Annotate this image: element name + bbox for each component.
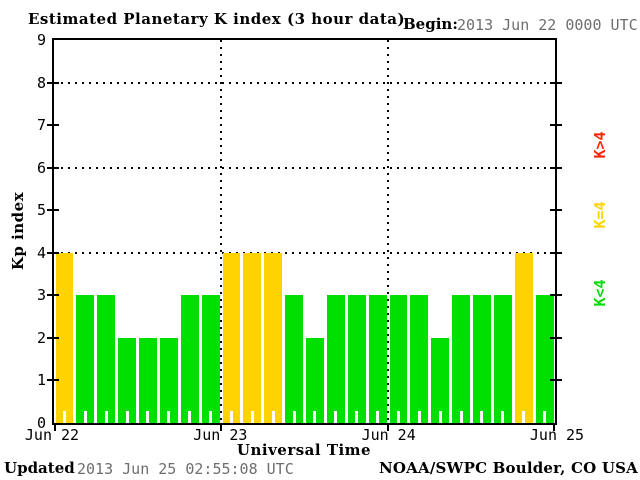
kp-bar-5 [159, 337, 178, 423]
kp-bar-18 [431, 337, 450, 423]
legend-label-k-gt-4: K>4 [591, 131, 609, 159]
y-tick-left-8 [47, 81, 59, 84]
y-tick-left-2 [47, 336, 59, 339]
y-tick-left-5 [47, 209, 59, 212]
bar-tick-notch [292, 411, 296, 423]
bar-tick-notch [522, 411, 526, 423]
y-tick-label-5: 5 [36, 201, 46, 220]
credit-text: NOAA/SWPC Boulder, CO USA [378, 459, 638, 477]
y-tick-right-2 [550, 336, 562, 339]
bar-tick-notch [459, 411, 463, 423]
bar-tick-notch [209, 411, 213, 423]
y-tick-left-7 [47, 124, 59, 127]
y-tick-right-4 [550, 251, 562, 254]
kp-bar-19 [452, 295, 470, 423]
kp-bar-16 [389, 295, 408, 423]
bar-tick-notch [167, 411, 171, 423]
bar-tick-notch [396, 411, 400, 423]
kp-bar-10 [264, 252, 283, 423]
bar-tick-notch [334, 411, 338, 423]
bar-tick-notch [229, 411, 233, 423]
x-tick-label-jun-25: Jun 25 [529, 426, 585, 444]
v-gridline-day-2 [387, 40, 389, 423]
page-title: Estimated Planetary K index (3 hour data… [28, 10, 406, 28]
bar-tick-notch [104, 411, 108, 423]
y-tick-label-7: 7 [36, 116, 46, 135]
updated-value: 2013 Jun 25 02:55:08 UTC [77, 460, 294, 478]
kp-bar-11 [285, 295, 303, 423]
day-tick-0 [54, 425, 56, 431]
kp-bar-22 [514, 252, 533, 423]
day-tick-2 [387, 425, 389, 431]
y-tick-right-5 [550, 209, 562, 212]
y-tick-label-2: 2 [36, 328, 46, 347]
y-tick-label-0: 0 [36, 414, 46, 432]
legend-label-k-lt-4: K<4 [591, 279, 609, 307]
y-tick-right-8 [550, 81, 562, 84]
y-tick-label-4: 4 [36, 243, 46, 262]
kp-bar-3 [118, 337, 136, 423]
kp-bar-17 [410, 295, 429, 423]
bar-tick-notch [125, 411, 129, 423]
day-tick-1 [220, 425, 222, 431]
h-gridline-4 [54, 251, 555, 254]
kp-bar-14 [347, 295, 366, 423]
y-tick-label-9: 9 [36, 31, 46, 49]
begin-value: 2013 Jun 22 0000 UTC [457, 16, 638, 34]
y-tick-right-6 [550, 166, 562, 169]
kp-bar-9 [243, 252, 262, 423]
plot-area [47, 38, 562, 431]
kp-bar-13 [326, 295, 345, 423]
day-tick-3 [553, 425, 555, 431]
bar-tick-notch [417, 411, 421, 423]
kp-bar-20 [473, 295, 491, 423]
kp-bar-2 [97, 295, 116, 423]
bar-tick-notch [480, 411, 484, 423]
v-gridline-day-1 [220, 40, 222, 423]
bar-tick-notch [62, 411, 66, 423]
bar-tick-notch [501, 411, 505, 423]
bar-tick-notch [376, 411, 380, 423]
updated-label: Updated [4, 459, 75, 477]
y-tick-left-6 [47, 166, 59, 169]
bar-tick-notch [438, 411, 442, 423]
bar-tick-notch [83, 411, 87, 423]
kp-bar-6 [180, 295, 199, 423]
y-tick-right-1 [550, 379, 562, 382]
x-axis-title: Universal Time [236, 441, 372, 459]
bar-tick-notch [250, 411, 254, 423]
bar-tick-notch [355, 411, 359, 423]
y-tick-label-1: 1 [36, 371, 46, 390]
kp-bar-23 [535, 295, 554, 423]
bar-tick-notch [271, 411, 275, 423]
bar-tick-notch [188, 411, 192, 423]
x-tick-label-jun-24: Jun 24 [361, 426, 416, 444]
kp-bar-21 [493, 295, 512, 423]
kp-bar-12 [306, 337, 324, 423]
h-gridline-8 [54, 81, 555, 84]
bar-tick-notch [543, 411, 547, 423]
kp-bar-0 [55, 252, 74, 423]
kp-bar-4 [139, 337, 157, 423]
legend-label-k-eq-4: K=4 [591, 201, 609, 229]
bar-tick-notch [313, 411, 317, 423]
y-tick-label-6: 6 [36, 158, 46, 177]
begin-label: Begin: [403, 15, 458, 33]
x-tick-label-jun-22: Jun 22 [24, 426, 80, 444]
y-tick-label-8: 8 [36, 73, 46, 92]
y-tick-right-7 [550, 124, 562, 127]
x-tick-label-jun-23: Jun 23 [193, 426, 248, 444]
y-tick-left-4 [47, 251, 59, 254]
kp-bar-15 [368, 295, 387, 423]
bar-tick-notch [146, 411, 150, 423]
y-tick-left-1 [47, 379, 59, 382]
y-tick-right-3 [550, 294, 562, 297]
kp-bar-7 [201, 295, 220, 423]
kp-bar-1 [76, 295, 95, 423]
h-gridline-6 [54, 166, 555, 169]
kp-bar-8 [222, 252, 241, 423]
y-tick-label-3: 3 [36, 286, 46, 305]
y-tick-left-3 [47, 294, 59, 297]
